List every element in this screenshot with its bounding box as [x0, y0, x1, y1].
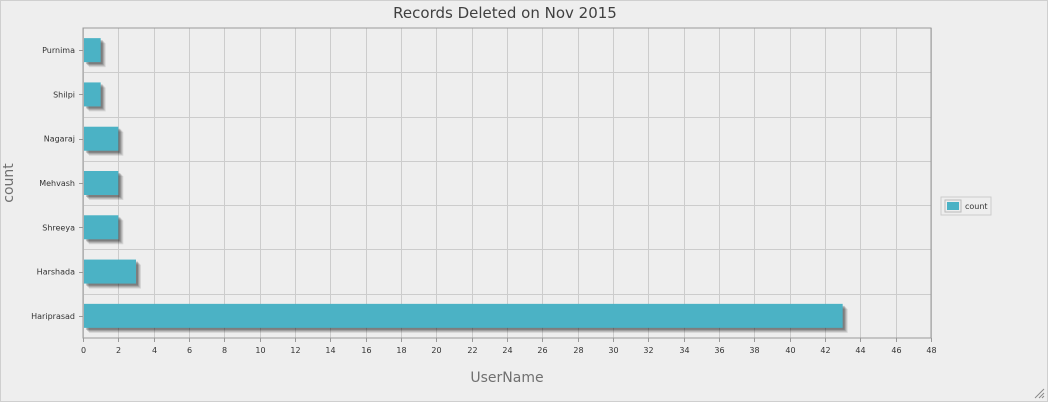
- y-tick-labels: Purnima Shilpi Nagaraj Mehvash Shreeya Harsha…: [31, 46, 75, 321]
- x-tick-label: 48: [926, 346, 936, 355]
- x-tick-label: 26: [537, 346, 547, 355]
- x-tick-label: 32: [643, 346, 653, 355]
- bar-purnima[interactable]: [84, 38, 101, 63]
- x-tick-label: 30: [608, 346, 618, 355]
- x-tick-label: 12: [290, 346, 300, 355]
- x-tick-label: 14: [325, 346, 335, 355]
- x-tick-label: 4: [152, 346, 157, 355]
- legend-box: [940, 196, 992, 216]
- x-tick-labels: 0 2 4 6 8 10 12 14 16 18 20 22 24 26 28 30 32 34 36 38 40 42 4…: [81, 346, 937, 355]
- legend-swatch: [947, 202, 959, 210]
- x-tick-label: 22: [467, 346, 477, 355]
- x-axis-title: UserName: [470, 370, 543, 386]
- x-tick-label: 46: [891, 346, 901, 355]
- y-tick-label: Hariprasad: [31, 312, 75, 321]
- plot-border: [82, 27, 932, 339]
- bar-hariprasad[interactable]: [84, 303, 843, 328]
- x-tick-label: 2: [116, 346, 121, 355]
- x-tick-label: 34: [679, 346, 689, 355]
- y-tick-label: Shreeya: [42, 223, 75, 232]
- y-tick-label: Mehvash: [39, 179, 75, 188]
- bar-mehvash[interactable]: [84, 171, 119, 195]
- bar-shilpi[interactable]: [84, 82, 101, 107]
- x-tick-label: 42: [820, 346, 830, 355]
- bars-layer: [84, 38, 848, 333]
- y-tick-label: Purnima: [42, 46, 75, 55]
- legend: count: [940, 196, 992, 216]
- x-tick-label: 28: [573, 346, 583, 355]
- x-tick-label: 8: [222, 346, 227, 355]
- grid-layer: [79, 28, 932, 342]
- x-tick-label: 16: [361, 346, 371, 355]
- x-tick-label: 18: [396, 346, 406, 355]
- y-axis-title: count: [1, 163, 17, 203]
- x-tick-label: 38: [749, 346, 759, 355]
- bar-harshada[interactable]: [84, 259, 136, 284]
- x-tick-label: 24: [502, 346, 512, 355]
- x-tick-label: 44: [855, 346, 865, 355]
- legend-swatch-border: [944, 199, 962, 213]
- bar-nagaraj[interactable]: [84, 126, 119, 151]
- y-tick-label: Nagaraj: [44, 135, 75, 144]
- x-tick-label: 6: [187, 346, 192, 355]
- x-tick-label: 40: [785, 346, 795, 355]
- y-tick-label: Shilpi: [53, 90, 75, 99]
- x-tick-label: 36: [714, 346, 724, 355]
- resize-grip-icon[interactable]: [1034, 388, 1045, 399]
- x-tick-label: 0: [81, 346, 86, 355]
- chart-title: Records Deleted on Nov 2015: [393, 4, 617, 22]
- bar-shreeya[interactable]: [84, 215, 119, 240]
- y-tick-label: Harshada: [37, 268, 75, 277]
- x-tick-label: 10: [255, 346, 265, 355]
- legend-label: count: [965, 202, 988, 211]
- x-tick-label: 20: [431, 346, 441, 355]
